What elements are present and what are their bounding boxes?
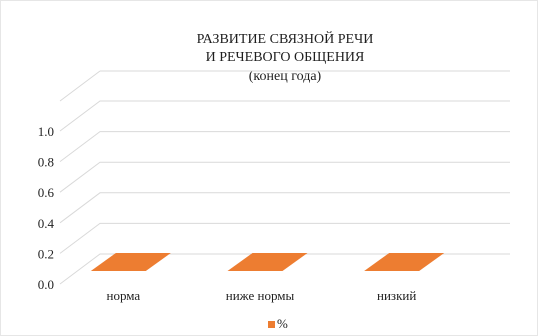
bar [227, 253, 308, 271]
gridline [59, 161, 510, 193]
y-axis-tick-labels: 0.0 0.2 0.4 0.6 0.8 1.0 [38, 124, 55, 292]
gridline-top-side [59, 70, 101, 102]
chart-title: РАЗВИТИЕ СВЯЗНОЙ РЕЧИ И РЕЧЕВОГО ОБЩЕНИЯ… [197, 30, 374, 84]
chart-title-line-3: (конец года) [249, 69, 322, 84]
gridline [59, 100, 510, 132]
x-axis-category-labels: норма ниже нормы низкий [106, 288, 416, 303]
legend-label: % [277, 316, 288, 331]
bars [90, 253, 445, 271]
legend-swatch [268, 321, 275, 328]
x-tick-label: норма [106, 288, 140, 303]
x-tick-label: ниже нормы [226, 288, 295, 303]
y-tick-label: 0.4 [38, 216, 55, 231]
y-tick-label: 0.6 [38, 185, 55, 200]
gridline [59, 222, 510, 254]
chart-title-line-2: И РЕЧЕВОГО ОБЩЕНИЯ [206, 50, 365, 65]
y-tick-label: 0.0 [38, 277, 54, 292]
legend: % [268, 316, 288, 331]
gridline [59, 192, 510, 224]
gridline [59, 253, 510, 285]
y-tick-label: 1.0 [38, 124, 54, 139]
x-tick-label: низкий [377, 288, 416, 303]
gridlines [59, 70, 510, 285]
y-tick-label: 0.8 [38, 155, 54, 170]
y-tick-label: 0.2 [38, 246, 54, 261]
bar [364, 253, 445, 271]
gridline [59, 131, 510, 163]
bar [90, 253, 171, 271]
chart-title-line-1: РАЗВИТИЕ СВЯЗНОЙ РЕЧИ [197, 30, 374, 47]
